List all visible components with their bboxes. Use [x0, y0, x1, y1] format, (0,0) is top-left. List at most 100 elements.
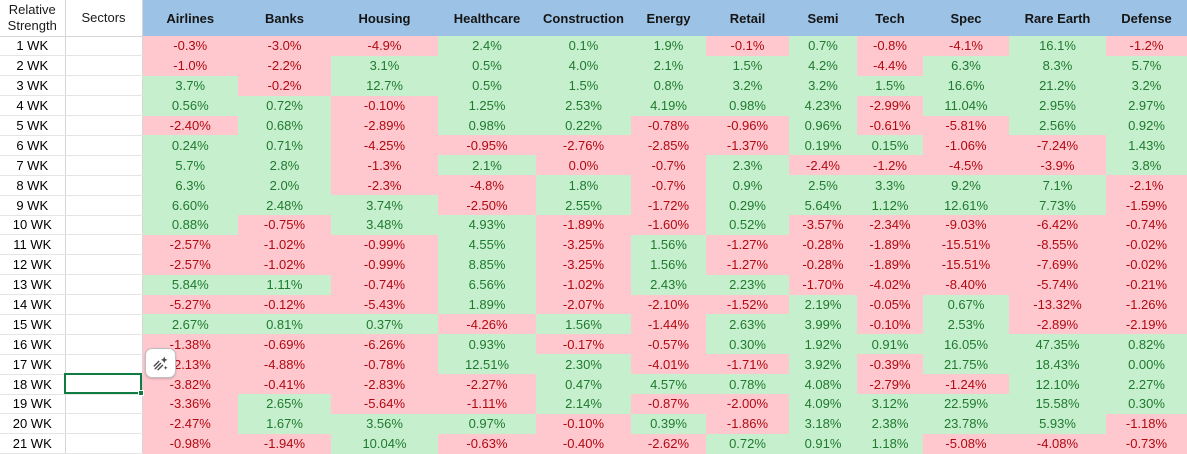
value-cell[interactable]: -0.7% — [631, 155, 706, 176]
sectors-cell[interactable] — [65, 234, 143, 256]
value-cell[interactable]: 0.56% — [142, 95, 238, 116]
value-cell[interactable]: -1.18% — [1106, 413, 1187, 434]
value-cell[interactable]: 2.14% — [536, 394, 631, 414]
value-cell[interactable]: -0.75% — [238, 215, 331, 235]
value-cell[interactable]: -1.02% — [238, 234, 331, 255]
value-cell[interactable]: 4.2% — [789, 55, 857, 76]
value-cell[interactable]: 3.7% — [142, 75, 238, 96]
column-header-energy[interactable]: Energy — [631, 0, 706, 36]
active-cell-selection[interactable] — [64, 373, 144, 396]
value-cell[interactable]: -1.0% — [142, 55, 238, 76]
column-header-banks[interactable]: Banks — [238, 0, 331, 36]
value-cell[interactable]: -0.96% — [706, 115, 789, 136]
value-cell[interactable]: 3.74% — [331, 195, 438, 216]
value-cell[interactable]: 4.55% — [438, 234, 536, 255]
value-cell[interactable]: -6.42% — [1009, 215, 1106, 235]
value-cell[interactable]: 10.04% — [331, 433, 438, 454]
value-cell[interactable]: 1.92% — [789, 334, 857, 355]
value-cell[interactable]: -4.26% — [438, 314, 536, 335]
value-cell[interactable]: -0.98% — [142, 433, 238, 454]
value-cell[interactable]: 3.2% — [706, 75, 789, 96]
value-cell[interactable]: 1.18% — [857, 433, 923, 454]
value-cell[interactable]: 5.7% — [1106, 55, 1187, 76]
value-cell[interactable]: 0.39% — [631, 413, 706, 434]
value-cell[interactable]: -1.60% — [631, 215, 706, 235]
value-cell[interactable]: -1.89% — [857, 254, 923, 275]
value-cell[interactable]: 3.12% — [857, 394, 923, 414]
value-cell[interactable]: 16.1% — [1009, 36, 1106, 56]
week-label[interactable]: 16 WK — [0, 334, 66, 355]
value-cell[interactable]: -1.2% — [857, 155, 923, 176]
value-cell[interactable]: 5.7% — [142, 155, 238, 176]
value-cell[interactable]: 0.72% — [706, 433, 789, 454]
value-cell[interactable]: -4.01% — [631, 354, 706, 375]
value-cell[interactable]: -0.02% — [1106, 254, 1187, 275]
value-cell[interactable]: -0.1% — [706, 36, 789, 56]
sectors-header-cell[interactable]: Sectors — [65, 0, 143, 37]
value-cell[interactable]: 0.96% — [789, 115, 857, 136]
week-label[interactable]: 4 WK — [0, 95, 66, 117]
value-cell[interactable]: -0.10% — [857, 314, 923, 335]
value-cell[interactable]: -4.25% — [331, 135, 438, 156]
column-header-tech[interactable]: Tech — [857, 0, 923, 36]
value-cell[interactable]: -0.05% — [857, 294, 923, 315]
sectors-cell[interactable] — [65, 95, 143, 117]
value-cell[interactable]: -2.40% — [142, 115, 238, 136]
value-cell[interactable]: -1.11% — [438, 394, 536, 414]
value-cell[interactable]: 2.3% — [706, 155, 789, 176]
week-label[interactable]: 1 WK — [0, 36, 66, 57]
value-cell[interactable]: -0.10% — [536, 413, 631, 434]
value-cell[interactable]: 0.67% — [923, 294, 1009, 315]
value-cell[interactable]: -1.59% — [1106, 195, 1187, 216]
value-cell[interactable]: -6.26% — [331, 334, 438, 355]
value-cell[interactable]: 3.48% — [331, 215, 438, 235]
value-cell[interactable]: -4.88% — [238, 354, 331, 375]
value-cell[interactable]: 2.5% — [789, 175, 857, 196]
value-cell[interactable]: 2.23% — [706, 274, 789, 295]
value-cell[interactable]: -7.24% — [1009, 135, 1106, 156]
value-cell[interactable]: -0.02% — [1106, 234, 1187, 255]
value-cell[interactable]: -0.99% — [331, 234, 438, 255]
value-cell[interactable]: 0.78% — [706, 374, 789, 395]
column-header-rare-earth[interactable]: Rare Earth — [1009, 0, 1106, 36]
sectors-cell[interactable] — [65, 433, 143, 454]
value-cell[interactable]: -3.9% — [1009, 155, 1106, 176]
value-cell[interactable]: -1.89% — [536, 215, 631, 235]
value-cell[interactable]: -5.64% — [331, 394, 438, 414]
value-cell[interactable]: 4.57% — [631, 374, 706, 395]
value-cell[interactable]: -0.12% — [238, 294, 331, 315]
value-cell[interactable]: -8.55% — [1009, 234, 1106, 255]
sectors-cell[interactable] — [65, 135, 143, 156]
sectors-cell[interactable] — [65, 294, 143, 315]
value-cell[interactable]: -9.03% — [923, 215, 1009, 235]
value-cell[interactable]: 1.11% — [238, 274, 331, 295]
column-header-construction[interactable]: Construction — [536, 0, 631, 36]
value-cell[interactable]: 5.93% — [1009, 413, 1106, 434]
week-label[interactable]: 2 WK — [0, 55, 66, 77]
value-cell[interactable]: -0.2% — [238, 75, 331, 96]
week-label[interactable]: 18 WK — [0, 374, 66, 395]
value-cell[interactable]: 0.22% — [536, 115, 631, 136]
value-cell[interactable]: -2.19% — [1106, 314, 1187, 335]
sectors-cell[interactable] — [65, 36, 143, 57]
value-cell[interactable]: 12.7% — [331, 75, 438, 96]
value-cell[interactable]: 1.56% — [631, 254, 706, 275]
sectors-cell[interactable] — [65, 55, 143, 77]
value-cell[interactable]: -2.27% — [438, 374, 536, 395]
value-cell[interactable]: -1.27% — [706, 234, 789, 255]
value-cell[interactable]: -1.86% — [706, 413, 789, 434]
column-header-semi[interactable]: Semi — [789, 0, 857, 36]
column-header-housing[interactable]: Housing — [331, 0, 438, 36]
value-cell[interactable]: 0.9% — [706, 175, 789, 196]
column-header-airlines[interactable]: Airlines — [142, 0, 238, 36]
value-cell[interactable]: -4.5% — [923, 155, 1009, 176]
value-cell[interactable]: -2.89% — [1009, 314, 1106, 335]
value-cell[interactable]: 2.0% — [238, 175, 331, 196]
value-cell[interactable]: 5.84% — [142, 274, 238, 295]
value-cell[interactable]: 0.24% — [142, 135, 238, 156]
value-cell[interactable]: -2.85% — [631, 135, 706, 156]
value-cell[interactable]: -3.57% — [789, 215, 857, 235]
value-cell[interactable]: 0.91% — [857, 334, 923, 355]
value-cell[interactable]: 0.81% — [238, 314, 331, 335]
value-cell[interactable]: -2.79% — [857, 374, 923, 395]
